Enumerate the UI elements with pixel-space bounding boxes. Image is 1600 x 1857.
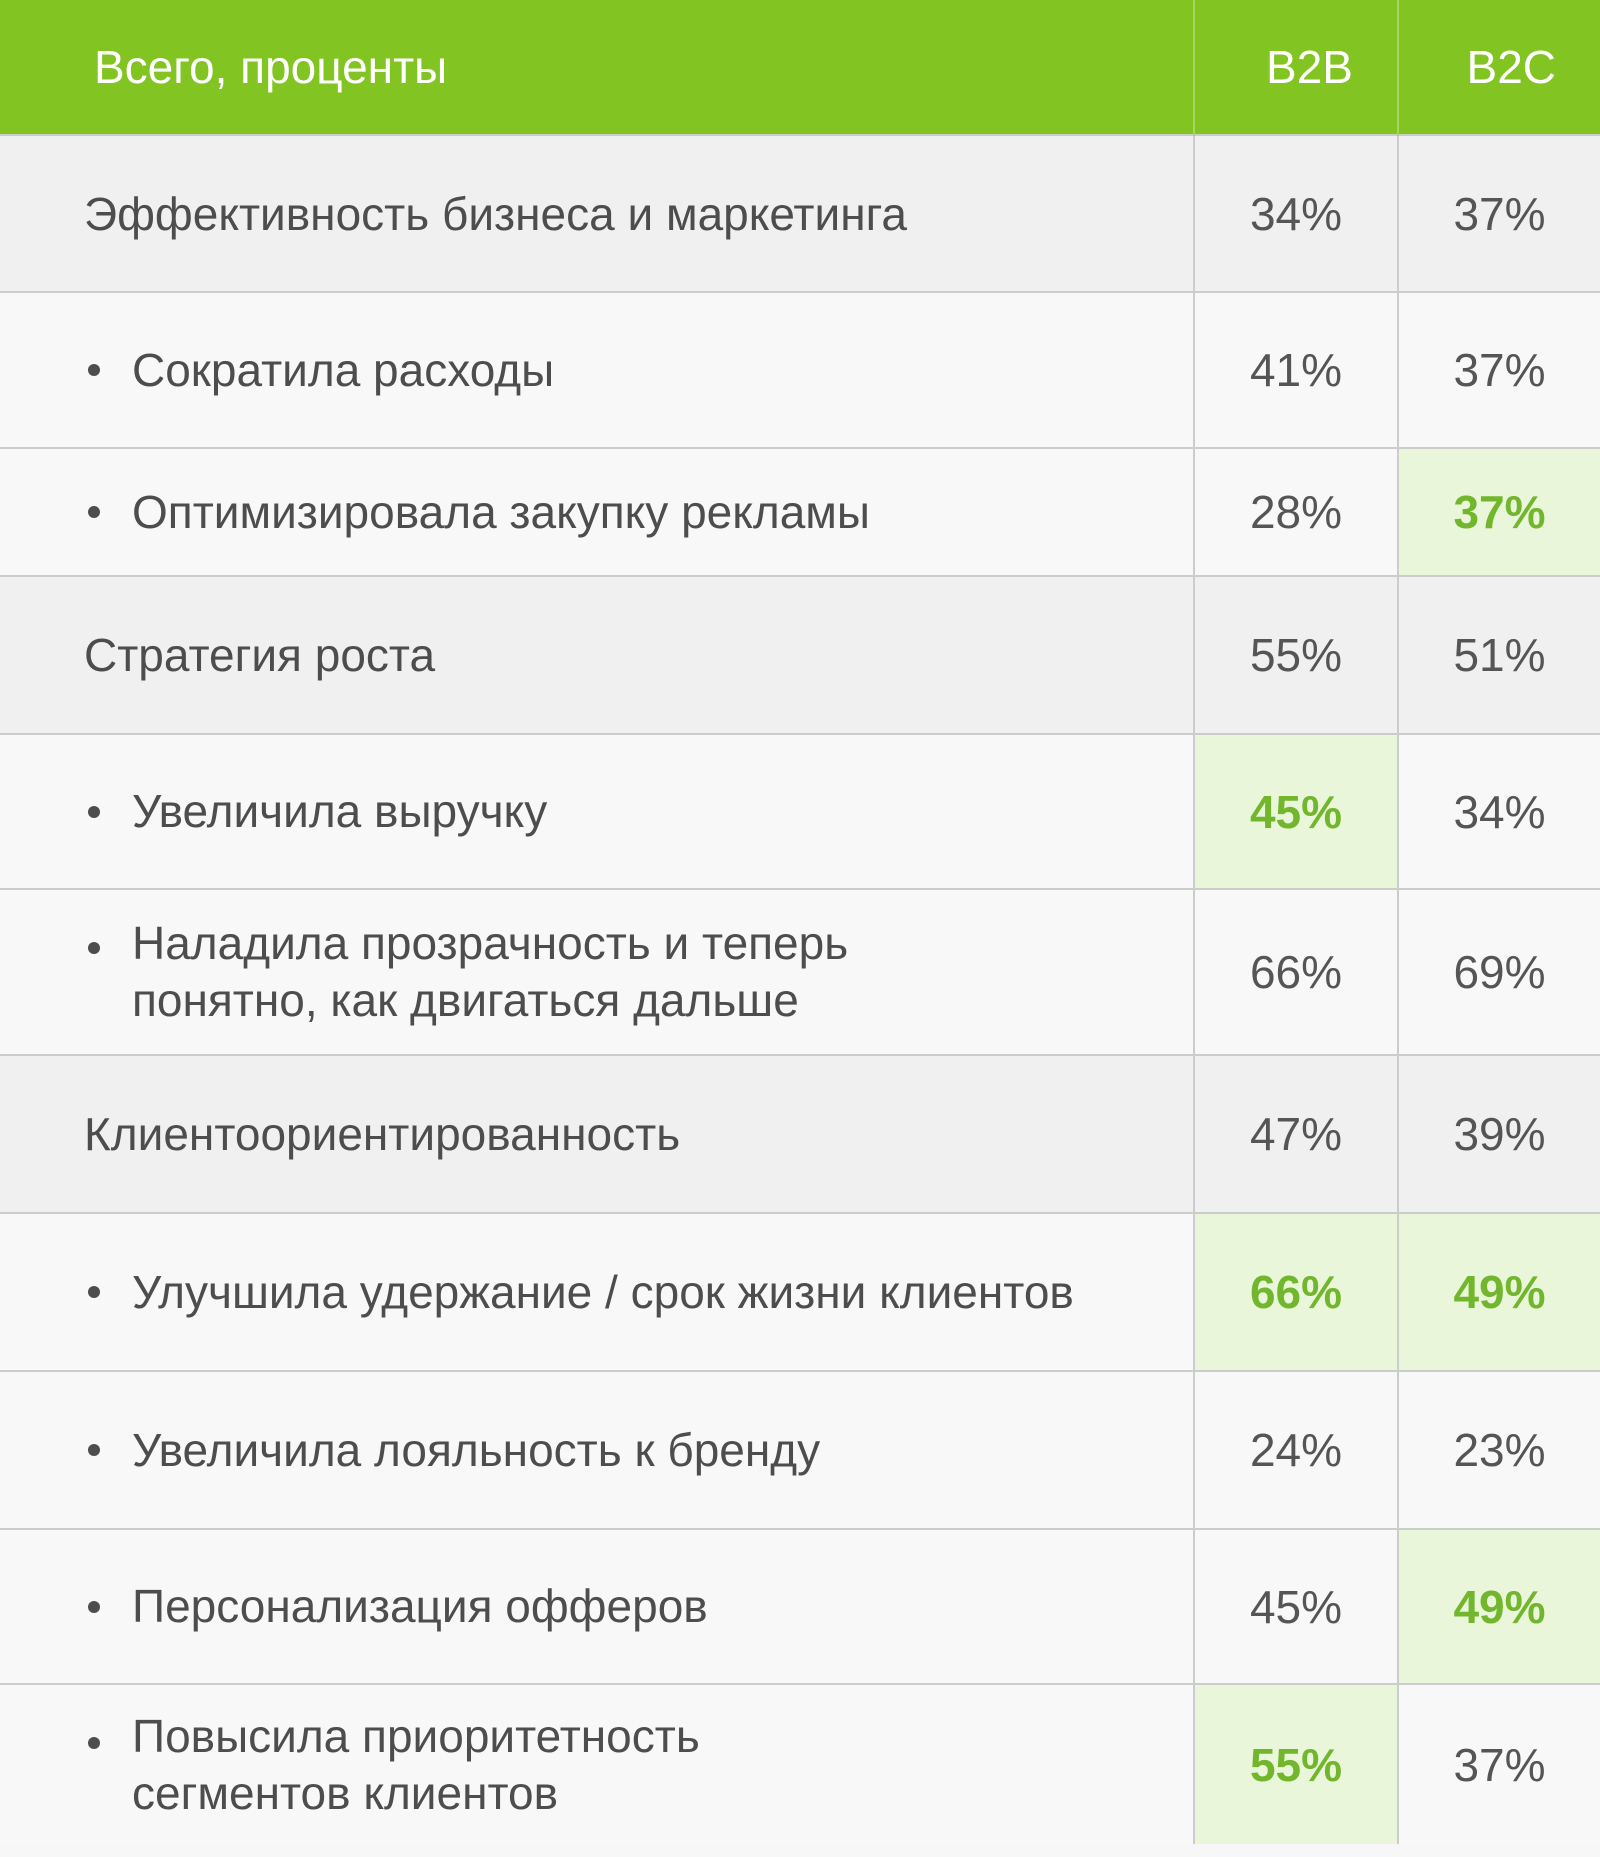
- item-label-cell: Наладила прозрачность и теперь понятно, к…: [0, 888, 1194, 1055]
- bullet-icon: [88, 942, 100, 954]
- table-row: Клиентоориентированность 47% 39%: [0, 1054, 1600, 1213]
- b2c-value: 34%: [1397, 733, 1600, 889]
- item-label-cell: Улучшила удержание / срок жизни клиентов: [0, 1212, 1194, 1371]
- item-label: Персонализация офферов: [132, 1580, 708, 1632]
- b2b-value: 24%: [1193, 1370, 1398, 1529]
- item-label: Сократила расходы: [132, 343, 555, 396]
- item-label: Повысила приоритетность: [132, 1709, 700, 1762]
- category-label: Стратегия роста: [0, 575, 1194, 734]
- b2c-value: 23%: [1397, 1370, 1600, 1529]
- b2b-value-highlighted: 45%: [1193, 733, 1398, 889]
- item-label-cell: Увеличила лояльность к бренду: [0, 1370, 1194, 1529]
- b2b-value: 28%: [1193, 447, 1398, 576]
- item-label-cell: Персонализация офферов: [0, 1528, 1194, 1684]
- table-row: Повысила приоритетность сегментов клиенто…: [0, 1683, 1600, 1844]
- item-label: Увеличила выручку: [132, 785, 548, 837]
- b2c-value: 51%: [1397, 575, 1600, 734]
- bullet-icon: [88, 364, 100, 376]
- b2c-value: 37%: [1397, 291, 1600, 448]
- item-label-cell: Увеличила выручку: [0, 733, 1194, 889]
- b2b-value: 47%: [1193, 1054, 1398, 1213]
- bullet-icon: [88, 1444, 100, 1456]
- item-label-cell: Оптимизировала закупку рекламы: [0, 447, 1194, 576]
- item-label: Оптимизировала закупку рекламы: [132, 485, 870, 538]
- header-b2b: B2B: [1193, 0, 1398, 135]
- b2c-value: 39%: [1397, 1054, 1600, 1213]
- b2b-value-highlighted: 66%: [1193, 1212, 1398, 1371]
- b2b-value: 41%: [1193, 291, 1398, 448]
- b2c-value-highlighted: 37%: [1397, 447, 1600, 576]
- table-header-row: Всего, проценты B2B B2C: [0, 0, 1600, 135]
- bullet-icon: [88, 1600, 100, 1613]
- bullet-icon: [88, 506, 100, 518]
- b2c-value: 37%: [1397, 134, 1600, 292]
- bullet-icon: [88, 1737, 100, 1749]
- table-row: Увеличила выручку 45% 34%: [0, 733, 1600, 889]
- b2b-value: 45%: [1193, 1528, 1398, 1684]
- table-row: Наладила прозрачность и теперь понятно, к…: [0, 888, 1600, 1055]
- bullet-icon: [88, 805, 100, 818]
- item-label: Наладила прозрачность и теперь: [132, 917, 849, 969]
- table-row: Увеличила лояльность к бренду 24% 23%: [0, 1370, 1600, 1529]
- header-b2c: B2C: [1397, 0, 1600, 135]
- category-label: Клиентоориентированность: [0, 1054, 1194, 1213]
- b2c-value-highlighted: 49%: [1397, 1528, 1600, 1684]
- b2c-value: 37%: [1397, 1683, 1600, 1844]
- item-label-line2: понятно, как двигаться дальше: [132, 974, 799, 1026]
- item-label-line2: сегментов клиентов: [132, 1766, 559, 1819]
- b2b-value: 55%: [1193, 575, 1398, 734]
- item-label: Увеличила лояльность к бренду: [132, 1423, 821, 1476]
- table-row: Стратегия роста 55% 51%: [0, 575, 1600, 734]
- header-label: Всего, проценты: [94, 41, 448, 93]
- item-label-cell: Сократила расходы: [0, 291, 1194, 448]
- bullet-icon: [88, 1286, 100, 1298]
- item-label: Улучшила удержание / срок жизни клиентов: [132, 1265, 1074, 1318]
- table-row: Сократила расходы 41% 37%: [0, 291, 1600, 448]
- b2b-value: 66%: [1193, 888, 1398, 1055]
- b2c-value: 69%: [1397, 888, 1600, 1055]
- b2b-value: 34%: [1193, 134, 1398, 292]
- table-row: Улучшила удержание / срок жизни клиентов…: [0, 1212, 1600, 1371]
- table-row: Эффективность бизнеса и маркетинга 34% 3…: [0, 134, 1600, 292]
- table-row: Персонализация офферов 45% 49%: [0, 1528, 1600, 1684]
- table-row: Оптимизировала закупку рекламы 28% 37%: [0, 447, 1600, 576]
- b2c-value-highlighted: 49%: [1397, 1212, 1600, 1371]
- b2b-value-highlighted: 55%: [1193, 1683, 1398, 1844]
- item-label-cell: Повысила приоритетность сегментов клиенто…: [0, 1683, 1194, 1844]
- category-label: Эффективность бизнеса и маркетинга: [0, 134, 1194, 292]
